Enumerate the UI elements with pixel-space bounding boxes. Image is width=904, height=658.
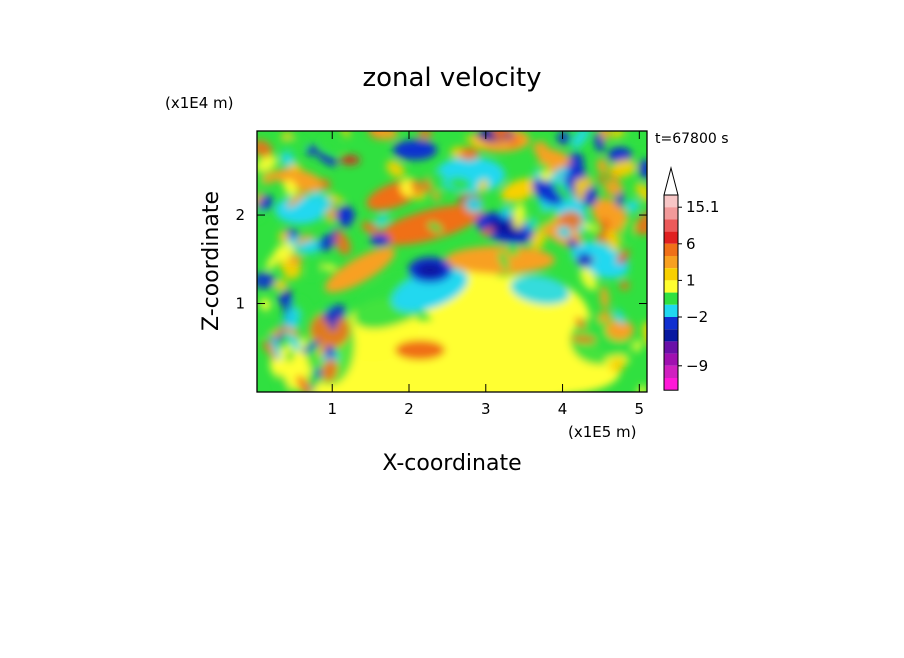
colorbar-label: −2 (686, 308, 708, 326)
x-axis-title: X-coordinate (382, 451, 521, 476)
plot-frame (256, 130, 648, 393)
colorbar-band (664, 256, 678, 269)
colorbar-band (664, 317, 678, 330)
y-axis-title: Z-coordinate (199, 191, 224, 331)
colorbar: 15.1 6 1 −2 −9 (663, 166, 719, 391)
colorbar-band (664, 341, 678, 354)
colorbar-label: 15.1 (686, 198, 719, 216)
heatmap-field (257, 131, 647, 392)
colorbar-label: 6 (686, 235, 696, 253)
y-axis-ticks: 12 (235, 206, 647, 313)
y-tick-label: 2 (235, 206, 245, 224)
colorbar-band (664, 329, 678, 342)
x-tick-label: 2 (404, 400, 414, 418)
colorbar-band (664, 304, 678, 317)
colorbar-band (664, 207, 678, 220)
colorbar-label: 1 (686, 271, 696, 289)
colorbar-band (664, 231, 678, 244)
x-axis-ticks: 1 2 3 4 5 (327, 131, 644, 418)
colorbar-band (664, 243, 678, 256)
colorbar-band (664, 195, 678, 208)
x-tick-label: 5 (635, 400, 645, 418)
colorbar-band (664, 378, 678, 391)
colorbar-band (664, 353, 678, 366)
time-label: t=67800 s (655, 131, 729, 147)
colorbar-band (664, 268, 678, 281)
y-unit-label: (x1E4 m) (165, 94, 234, 112)
colorbar-band (664, 219, 678, 232)
colorbar-band (664, 280, 678, 293)
y-tick-label: 1 (235, 295, 245, 313)
colorbar-band (664, 292, 678, 305)
x-tick-label: 1 (327, 400, 337, 418)
x-tick-label: 3 (481, 400, 491, 418)
colorbar-frame (663, 194, 679, 391)
colorbar-band (664, 365, 678, 378)
chart-title: zonal velocity (362, 63, 541, 93)
x-unit-label: (x1E5 m) (568, 423, 637, 441)
x-tick-label: 4 (558, 400, 568, 418)
colorbar-label: −9 (686, 357, 708, 375)
colorbar-overflow-arrow (663, 166, 679, 196)
